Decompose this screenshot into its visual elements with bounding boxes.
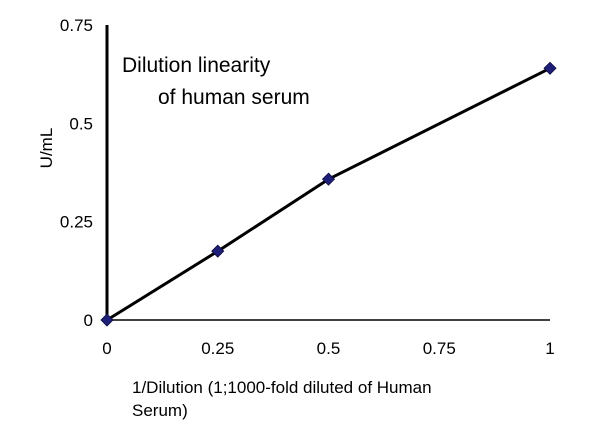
y-axis-title: U/mL (37, 128, 56, 169)
x-tick-labels: 0 0.25 0.5 0.75 1 (102, 339, 554, 358)
y-tick-label: 0.75 (60, 16, 93, 35)
data-point-marker (211, 244, 225, 258)
y-tick-label: 0 (84, 311, 93, 330)
chart-title-line-2: of human serum (158, 86, 310, 109)
x-tick-label: 0.75 (423, 339, 456, 358)
x-tick-label: 0.5 (317, 339, 341, 358)
series-line (106, 66, 551, 322)
data-point-marker (321, 172, 336, 186)
y-tick-labels: 0 0.25 0.5 0.75 (60, 16, 93, 330)
y-tick-label: 0.5 (69, 114, 93, 133)
chart-title-line-1: Dilution linearity (122, 54, 271, 77)
data-point-marker (543, 61, 557, 75)
data-point-marker (100, 313, 114, 327)
x-tick-label: 0 (102, 339, 111, 358)
x-axis-title-line-2: Serum) (132, 401, 188, 420)
x-tick-label: 0.25 (201, 339, 234, 358)
x-tick-label: 1 (545, 339, 554, 358)
series-layer (100, 61, 557, 327)
x-axis-title-line-1: 1/Dilution (1;1000-fold diluted of Human (132, 378, 432, 397)
y-tick-label: 0.25 (60, 213, 93, 232)
